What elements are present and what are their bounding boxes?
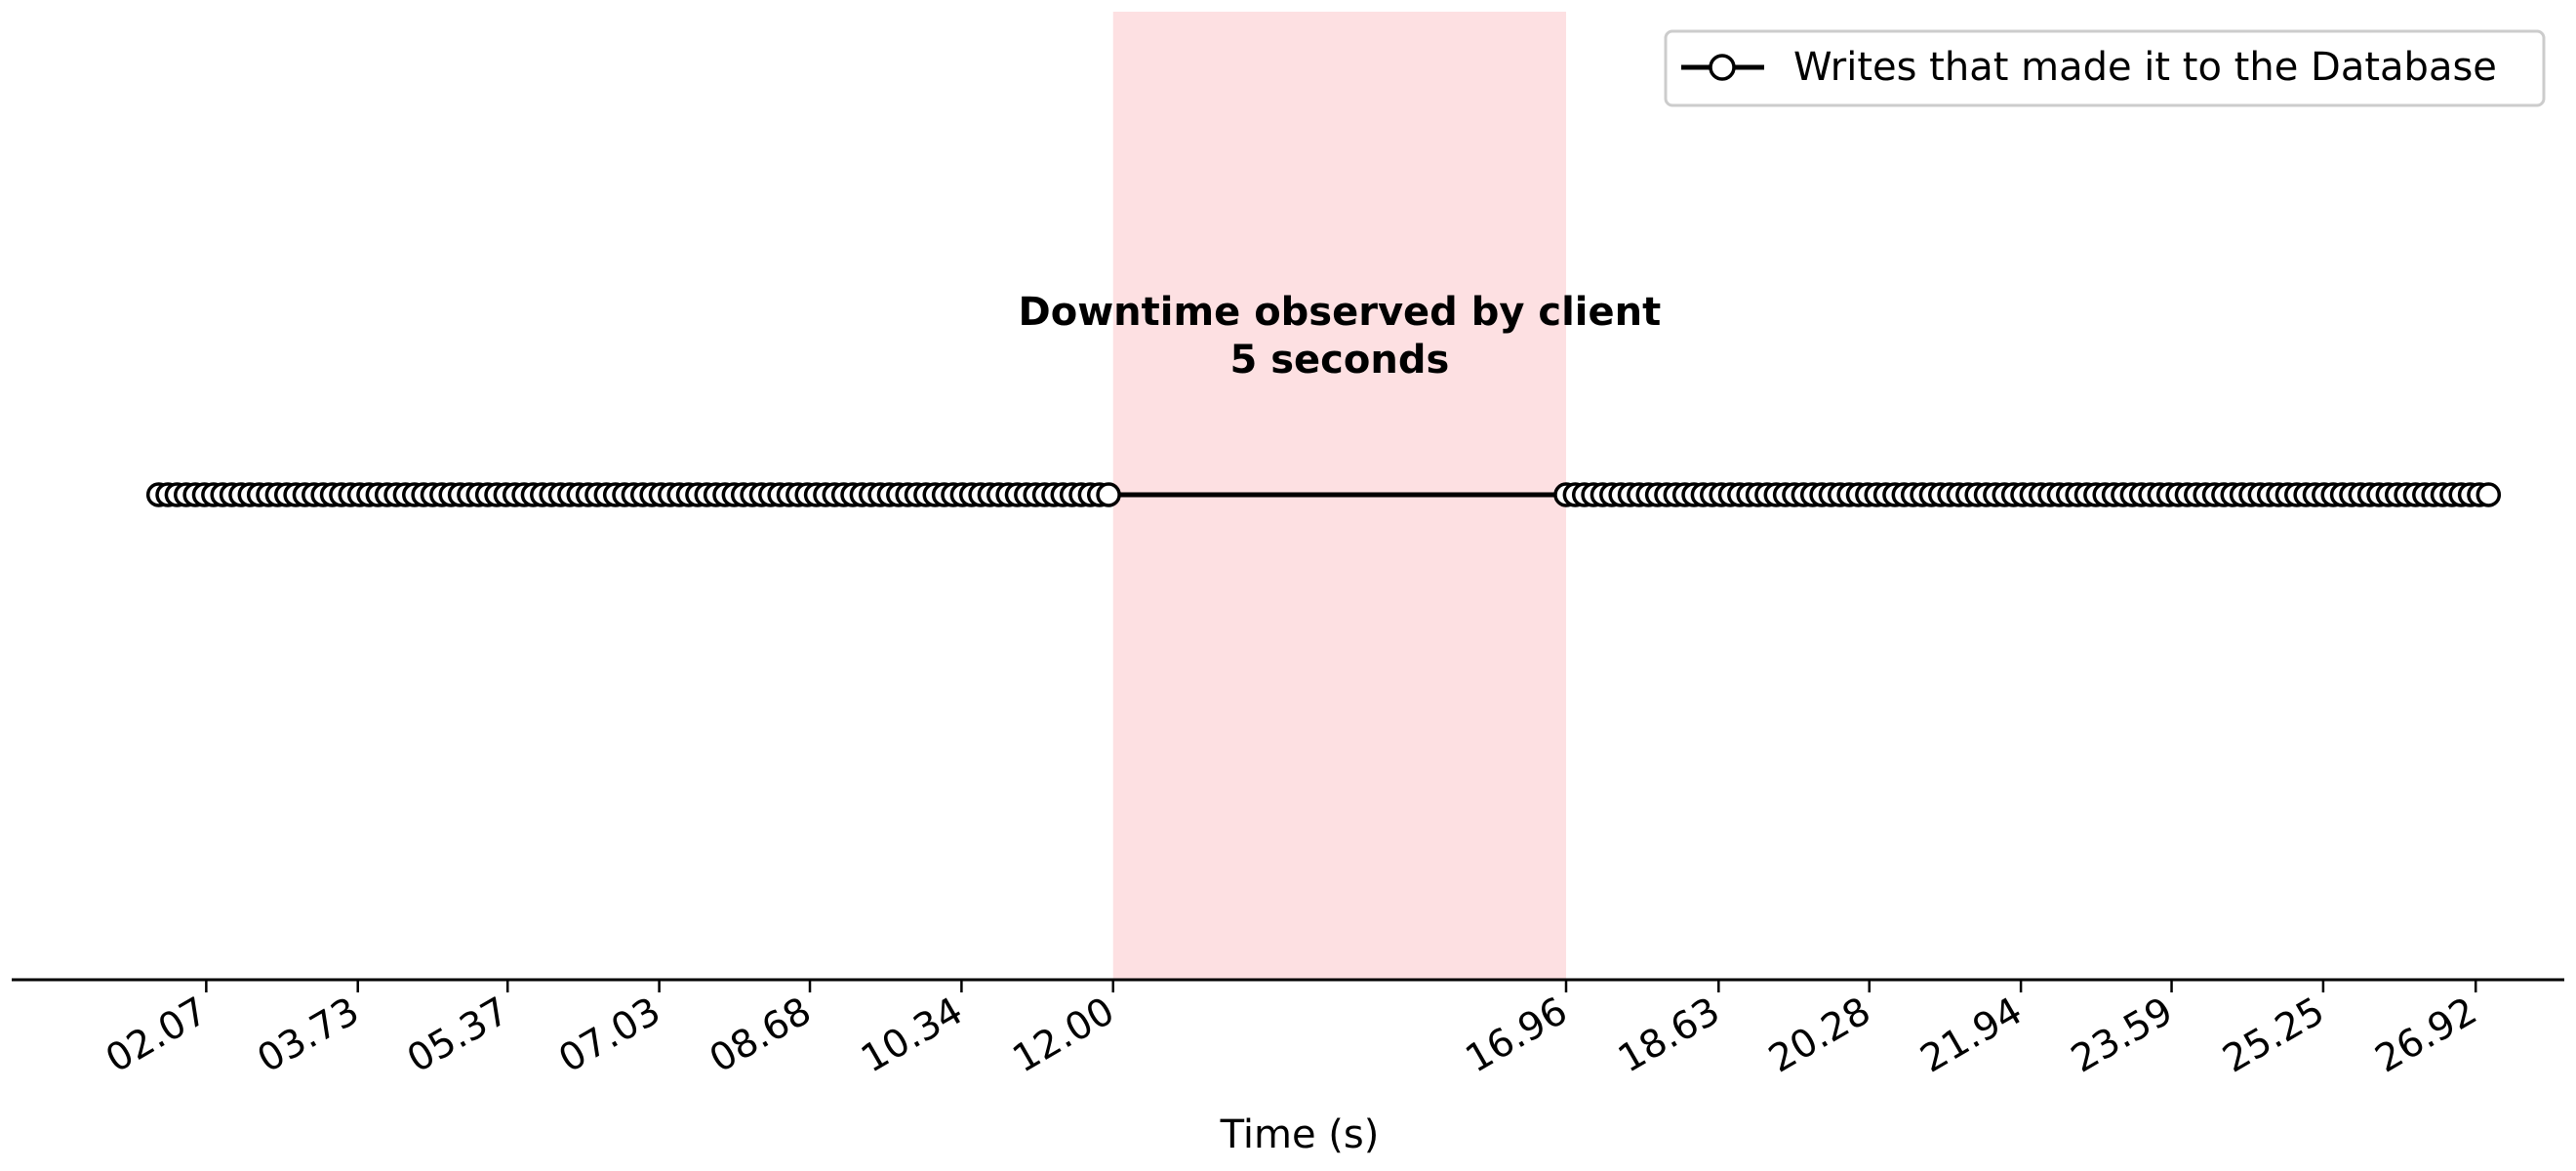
- legend-marker-sample: [1709, 54, 1736, 81]
- series-layer: [145, 482, 2502, 507]
- legend-label: Writes that made it to the Database: [1793, 45, 2497, 90]
- legend-box: [1664, 29, 2546, 107]
- data-point: [1096, 482, 1121, 507]
- downtime-annotation-line1: Downtime observed by client: [1019, 290, 1662, 335]
- data-point: [2475, 482, 2502, 507]
- legend: Writes that made it to the Database: [1664, 29, 2546, 107]
- downtime-annotation-line2: 5 seconds: [1229, 338, 1449, 383]
- x-axis-label: Time (s): [1220, 1112, 1380, 1157]
